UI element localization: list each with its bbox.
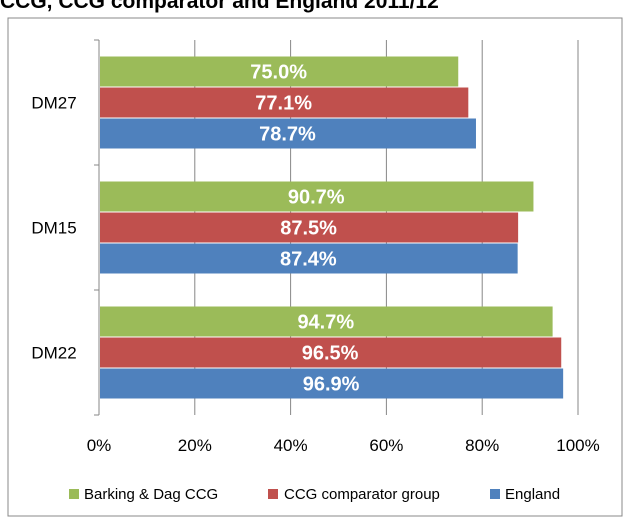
legend-swatch: [490, 489, 500, 499]
data-label: 96.9%: [303, 374, 360, 396]
x-tick-label: 20%: [178, 436, 212, 455]
data-label: 75.0%: [250, 62, 307, 84]
data-label: 87.4%: [280, 249, 337, 271]
bar: [100, 306, 553, 337]
legend-swatch: [268, 489, 278, 499]
legend: Barking & Dag CCG CCG comparator group Eng…: [69, 486, 560, 503]
legend-swatch: [69, 489, 79, 499]
data-label: 77.1%: [255, 93, 312, 115]
bar: [100, 181, 534, 212]
x-tick-label: 100%: [556, 436, 599, 455]
data-label: 94.7%: [297, 312, 354, 334]
x-tick-label: 80%: [465, 436, 499, 455]
data-label: 78.7%: [259, 124, 316, 146]
axes: [94, 39, 100, 416]
data-label: 90.7%: [288, 187, 345, 209]
bar: [100, 243, 518, 274]
data-label: 87.5%: [280, 218, 337, 240]
data-label: 96.5%: [302, 343, 359, 365]
x-tick-labels: 0% 20% 40% 60% 80% 100%: [87, 436, 600, 455]
legend-label: Barking & Dag CCG: [84, 486, 218, 503]
bar: [100, 56, 459, 87]
bars: 75.0% 77.1% 78.7% 90.7% 87.5% 87.4% 94.7% 96.5%…: [100, 56, 564, 399]
bar: [100, 87, 469, 118]
x-tick-label: 60%: [369, 436, 403, 455]
category-labels: DM27 DM15 DM22: [31, 94, 76, 363]
bar: [100, 368, 564, 399]
x-tick-label: 0%: [87, 436, 112, 455]
chart-title: CCG, CCG comparator and England 2011/12: [0, 0, 439, 13]
category-label: DM27: [31, 94, 76, 113]
bar: [100, 337, 562, 368]
legend-label: CCG comparator group: [284, 486, 440, 503]
legend-label: England: [505, 486, 560, 503]
bar: [100, 212, 519, 243]
category-label: DM22: [31, 344, 76, 363]
bar: [100, 118, 476, 149]
x-tick-label: 40%: [274, 436, 308, 455]
category-label: DM15: [31, 219, 76, 238]
